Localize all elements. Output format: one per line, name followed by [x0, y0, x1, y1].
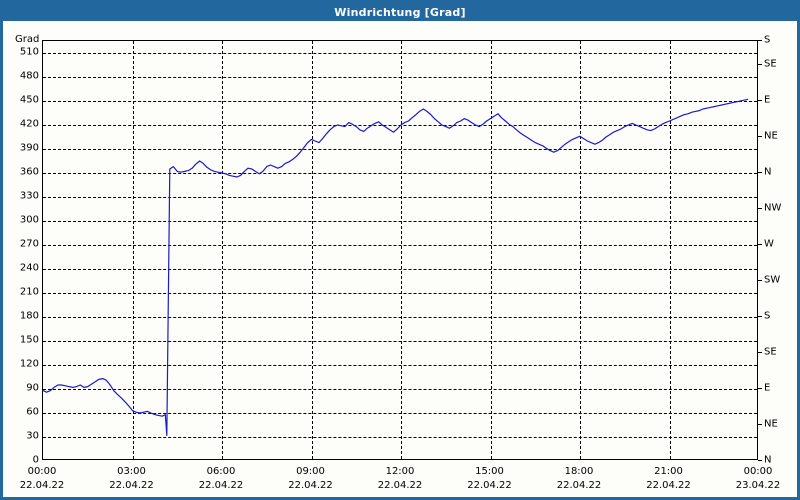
x-axis-date-label: 22.04.22 — [377, 480, 423, 491]
right-axis-tick-mark — [758, 172, 762, 173]
gridline-vertical — [669, 41, 671, 459]
right-axis-tick-mark — [758, 388, 762, 389]
gridline-horizontal — [43, 149, 757, 150]
gridline-vertical — [401, 41, 402, 459]
right-axis-tick-label: SE — [764, 58, 777, 70]
gridline-horizontal — [43, 365, 757, 366]
gridline-horizontal — [43, 341, 757, 342]
y-axis-tick-label: 480 — [19, 70, 39, 82]
right-axis-tick-label: SW — [764, 274, 781, 286]
y-axis-title: Grad — [15, 34, 40, 45]
gridline-vertical — [311, 41, 313, 459]
right-axis-tick-label: NW — [764, 202, 782, 214]
window-title-bar: Windrichtung [Grad] — [3, 3, 797, 21]
right-axis-tick-label: W — [764, 238, 774, 250]
x-axis-time-label: 00:00 — [27, 466, 57, 477]
y-axis-tick-label: 210 — [19, 286, 39, 298]
gridline-horizontal — [43, 221, 757, 222]
x-axis-date-label: 22.04.22 — [556, 480, 602, 491]
y-axis-tick-label: 90 — [26, 382, 39, 394]
x-axis-date-label: 22.04.22 — [646, 480, 691, 491]
y-axis-tick-label: 510 — [19, 46, 39, 58]
right-axis-tick-label: E — [764, 382, 771, 394]
y-axis-tick-label: 270 — [19, 238, 39, 250]
gridline-horizontal — [43, 413, 757, 414]
y-axis-tick-label: 60 — [26, 406, 39, 418]
right-axis-tick-label: NE — [764, 418, 778, 430]
series-line-windrichtung — [42, 98, 749, 436]
x-axis-date-label: 22.04.22 — [467, 480, 512, 491]
x-axis-time-label: 00:00 — [743, 466, 773, 477]
right-axis-tick-mark — [758, 208, 762, 209]
gridline-vertical — [132, 41, 134, 459]
chart-canvas: Grad 0 30 60 90 120 150 180 210 240 270 300 330 360 3… — [3, 21, 797, 497]
x-axis-time-label: 03:00 — [117, 466, 146, 477]
right-axis-tick-mark — [758, 136, 762, 137]
gridline-horizontal — [43, 77, 757, 78]
right-axis-tick-mark — [758, 280, 762, 281]
gridline-vertical — [222, 41, 223, 459]
data-series-layer — [42, 98, 749, 436]
window-title: Windrichtung [Grad] — [334, 5, 466, 19]
right-axis-tick-mark — [758, 64, 762, 65]
right-axis-tick-mark — [758, 424, 762, 425]
x-axis-time-label: 21:00 — [654, 466, 683, 477]
x-axis-date-label: 22.04.22 — [288, 480, 333, 491]
right-axis-tick-label: N — [764, 166, 772, 178]
y-axis-tick-label: 150 — [19, 334, 39, 346]
x-axis-time-label: 06:00 — [206, 466, 236, 477]
y-axis-tick-label: 120 — [19, 358, 39, 370]
gridline-horizontal — [43, 101, 757, 102]
y-axis-tick-label: 360 — [19, 166, 39, 178]
right-axis-tick-label: S — [764, 34, 771, 46]
x-axis-time-label: 12:00 — [385, 466, 415, 477]
right-axis-tick-label: S — [764, 310, 771, 322]
gridline-horizontal — [43, 437, 757, 438]
gridline-vertical — [580, 41, 581, 459]
gridline-horizontal — [43, 389, 757, 390]
gridline-horizontal — [43, 197, 757, 198]
gridline-horizontal — [43, 269, 757, 270]
right-axis-tick-mark — [758, 100, 762, 101]
gridline-horizontal — [43, 293, 757, 294]
y-axis-tick-label: 240 — [19, 262, 39, 274]
right-axis-tick-mark — [758, 316, 762, 317]
y-axis-tick-label: 420 — [19, 118, 39, 130]
x-axis-date-label: 22.04.22 — [19, 480, 65, 491]
gridline-vertical — [490, 41, 492, 459]
plot-area — [42, 40, 758, 460]
y-axis-tick-label: 300 — [19, 214, 39, 226]
right-axis-tick-label: E — [764, 94, 771, 106]
y-axis-tick-label: 30 — [26, 430, 39, 442]
right-axis-tick-mark — [758, 244, 762, 245]
gridline-horizontal — [43, 53, 757, 54]
right-axis-tick-label: N — [764, 454, 772, 466]
x-axis-date-label: 23.04.22 — [735, 480, 781, 491]
y-axis-tick-label: 390 — [19, 142, 39, 154]
gridline-horizontal — [43, 173, 757, 174]
y-axis-tick-label: 180 — [19, 310, 39, 322]
right-axis-tick-label: SE — [764, 346, 777, 358]
right-axis-tick-mark — [758, 460, 762, 461]
x-axis-time-label: 09:00 — [296, 466, 325, 477]
gridline-horizontal — [43, 317, 757, 318]
x-axis-time-label: 15:00 — [475, 466, 504, 477]
right-axis-tick-mark — [758, 352, 762, 353]
x-axis-date-label: 22.04.22 — [109, 480, 154, 491]
y-axis-tick-label: 0 — [32, 454, 39, 466]
right-axis-tick-mark — [758, 40, 762, 41]
right-axis-tick-label: NE — [764, 130, 778, 142]
x-axis-date-label: 22.04.22 — [198, 480, 244, 491]
gridline-horizontal — [43, 245, 757, 246]
y-axis-tick-label: 450 — [19, 94, 39, 106]
y-axis-tick-label: 330 — [19, 190, 39, 202]
x-axis-time-label: 18:00 — [564, 466, 594, 477]
